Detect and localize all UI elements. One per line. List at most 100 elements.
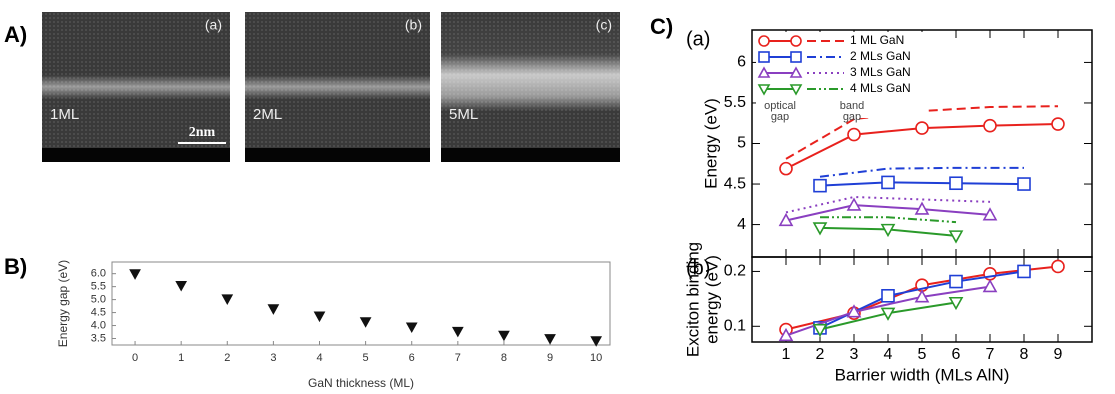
point <box>949 176 963 191</box>
point <box>948 230 964 244</box>
y-tick-label: 6 <box>737 54 746 71</box>
point <box>813 178 827 193</box>
y-tick-label: 4.0 <box>91 319 106 331</box>
point <box>313 311 326 323</box>
x-tick-label: 5 <box>363 352 369 364</box>
point <box>778 327 794 342</box>
legend-header: optical <box>764 100 796 112</box>
legend-label: 4 MLs GaN <box>850 81 911 95</box>
legend-marker <box>789 66 803 78</box>
tem-texture <box>42 12 230 148</box>
x-tick-label: 4 <box>316 352 322 364</box>
point <box>881 288 895 303</box>
point <box>590 336 603 347</box>
image-tag: (c) <box>596 17 612 33</box>
subplot-label: (a) <box>686 28 710 50</box>
legend-box <box>756 32 926 118</box>
y-axis-label: Energy (eV) <box>701 98 720 189</box>
image-label: 2ML <box>253 106 282 123</box>
point <box>982 207 998 221</box>
point <box>1051 117 1065 131</box>
x-tick-label: 2 <box>816 346 825 363</box>
point <box>846 304 862 318</box>
x-tick-label: 3 <box>270 352 276 364</box>
scale-bar-label: 2nm <box>189 125 216 140</box>
x-tick-label: 9 <box>547 352 553 364</box>
point <box>914 201 930 215</box>
y-axis-label: energy (eV) <box>702 255 721 344</box>
image-label: 1ML <box>50 106 79 123</box>
point <box>948 296 964 311</box>
point <box>544 334 556 345</box>
point <box>1051 259 1065 274</box>
image-tag: (a) <box>205 17 222 33</box>
image-strip <box>245 148 430 162</box>
y-axis-label: Exciton binding <box>683 242 702 357</box>
x-axis-label: GaN thickness (ML) <box>308 376 414 390</box>
point <box>949 274 963 289</box>
band-gap-line <box>820 216 957 224</box>
point <box>1017 177 1031 191</box>
image-strip <box>42 148 230 162</box>
legend-label: 2 MLs GaN <box>850 49 911 63</box>
legend-marker <box>789 84 803 96</box>
image-tag: (b) <box>405 17 422 33</box>
band-gap-line <box>819 166 1024 178</box>
y-tick-label: 4.5 <box>724 175 746 192</box>
legend-marker <box>790 35 802 47</box>
point <box>359 317 372 328</box>
point <box>914 289 930 303</box>
y-tick-label: 5.5 <box>724 94 746 111</box>
plot-frame <box>111 261 611 346</box>
image-label: 5ML <box>449 106 478 123</box>
point <box>915 121 929 135</box>
legend-label: 1 ML GaN <box>850 33 904 47</box>
point <box>175 280 188 292</box>
legend-header: gap <box>843 111 861 123</box>
legend-marker <box>758 35 770 47</box>
y-tick-label: 6.0 <box>91 268 106 280</box>
point <box>267 304 280 315</box>
y-tick-label: 5 <box>737 135 746 152</box>
series-line <box>819 181 1025 187</box>
x-tick-label: 0 <box>132 352 138 364</box>
legend-marker <box>757 84 771 96</box>
point <box>812 323 828 338</box>
point <box>129 269 141 280</box>
x-tick-label: 7 <box>455 352 461 364</box>
x-tick-label: 7 <box>986 346 995 363</box>
point <box>983 118 997 133</box>
panel-label: B) <box>4 254 27 279</box>
x-tick-label: 6 <box>952 346 961 363</box>
point <box>498 330 510 342</box>
series-line <box>785 204 991 222</box>
y-tick-label: 3.5 <box>91 332 106 344</box>
point <box>451 326 464 338</box>
image-strip <box>441 148 620 162</box>
legend-marker <box>758 51 770 63</box>
legend-header: band <box>840 100 864 112</box>
x-tick-label: 9 <box>1054 346 1063 363</box>
x-tick-label: 5 <box>918 346 927 363</box>
legend-marker <box>757 66 771 78</box>
series-line <box>785 285 991 337</box>
x-tick-label: 1 <box>782 346 791 363</box>
legend-header: gap <box>771 111 789 123</box>
x-tick-label: 8 <box>501 352 507 364</box>
point <box>846 197 862 211</box>
x-tick-label: 2 <box>224 352 230 364</box>
point <box>880 307 896 321</box>
point <box>778 212 794 227</box>
panel-label: A) <box>4 22 27 47</box>
x-tick-label: 3 <box>850 346 859 363</box>
x-tick-label: 8 <box>1020 346 1029 363</box>
point <box>982 279 998 293</box>
x-tick-label: 10 <box>590 352 602 364</box>
x-tick-label: 6 <box>409 352 415 364</box>
y-axis-label: Energy gap (eV) <box>56 260 70 347</box>
x-tick-label: 1 <box>178 352 184 364</box>
subplot-label: (b) <box>686 257 710 279</box>
legend-marker <box>790 51 802 63</box>
tem-texture <box>245 12 430 148</box>
x-tick-label: 4 <box>884 346 893 363</box>
